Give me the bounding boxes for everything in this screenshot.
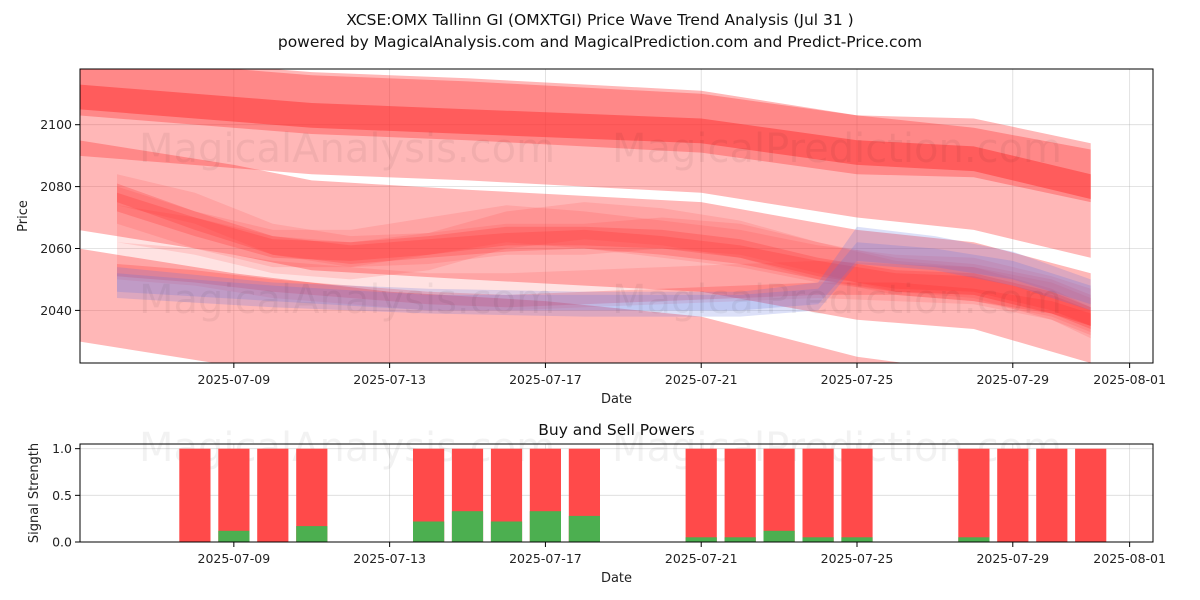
sell-bar	[841, 448, 873, 542]
buy-bar	[724, 537, 756, 542]
signal-y-tick-label: 0.0	[52, 535, 72, 550]
signal-x-axis-label: Date	[601, 571, 632, 586]
sell-bar	[179, 448, 211, 542]
watermark: MagicalPrediction.com	[612, 277, 1062, 323]
sell-bar	[763, 448, 795, 542]
price-x-tick-label: 2025-07-21	[665, 372, 738, 387]
signal-bars	[179, 448, 1107, 542]
watermark: MagicalAnalysis.com	[139, 277, 555, 323]
price-band-11	[117, 264, 1091, 326]
sell-bar	[997, 448, 1029, 542]
price-band-13	[117, 242, 1091, 311]
price-y-tick-label: 2040	[40, 303, 72, 318]
signal-x-tick-label: 2025-07-09	[198, 551, 271, 566]
signal-y-tick-label: 1.0	[52, 441, 72, 456]
buy-bar	[218, 530, 250, 542]
main-title: XCSE:OMX Tallinn GI (OMXTGI) Price Wave …	[346, 11, 853, 29]
buy-bar	[763, 530, 795, 542]
price-band-6	[117, 202, 1091, 333]
price-axes-frame	[79, 68, 1154, 364]
sell-bar	[802, 448, 834, 542]
buy-bar	[296, 526, 328, 542]
price-x-axis-label: Date	[601, 392, 632, 407]
signal-x-tick-label: 2025-07-25	[821, 551, 894, 566]
buy-bar	[529, 511, 561, 542]
sell-bar	[257, 448, 289, 542]
price-x-tick-label: 2025-07-29	[976, 372, 1049, 387]
price-y-axis-label: Price	[16, 200, 31, 232]
price-x-tick-label: 2025-07-25	[821, 372, 894, 387]
price-x-tick-label: 2025-07-17	[509, 372, 582, 387]
price-bands	[80, 69, 1091, 363]
sell-bar	[724, 448, 756, 542]
sell-bar	[958, 448, 990, 542]
subtitle: powered by MagicalAnalysis.com and Magic…	[278, 33, 922, 51]
buy-bar	[451, 511, 484, 542]
price-x-tick-label: 2025-07-13	[353, 372, 426, 387]
buy-bar	[490, 521, 523, 542]
watermark: MagicalPrediction.com	[612, 126, 1062, 172]
signal-y-axis-label: Signal Strength	[27, 443, 42, 543]
signal-ticks: 2025-07-09 2025-07-13 2025-07-17 2025-07-21…	[52, 441, 1166, 566]
sell-bar	[685, 448, 717, 542]
price-ticks: 2025-07-09 2025-07-13 2025-07-17 2025-07-21…	[40, 117, 1166, 387]
price-y-tick-label: 2080	[40, 179, 72, 194]
sell-bar	[1075, 448, 1107, 542]
price-x-tick-label: 2025-08-01	[1093, 372, 1166, 387]
signal-x-tick-label: 2025-07-21	[665, 551, 738, 566]
price-band-8	[117, 242, 1091, 336]
buy-bar	[958, 537, 990, 542]
price-band-7	[117, 186, 1091, 326]
price-watermarks: MagicalAnalysis.com MagicalPrediction.com…	[139, 126, 1062, 323]
price-band-12	[117, 226, 1091, 317]
price-band-4	[80, 84, 1091, 199]
price-y-tick-label: 2100	[40, 117, 72, 132]
buy-bar	[413, 521, 445, 542]
sell-bar	[1036, 448, 1068, 542]
signal-x-tick-label: 2025-07-17	[509, 551, 582, 566]
watermark: MagicalAnalysis.com	[139, 126, 555, 172]
price-band-3	[80, 248, 904, 363]
signal-chart-title: Buy and Sell Powers	[538, 421, 695, 439]
buy-bar	[568, 515, 600, 542]
price-y-tick-label: 2060	[40, 241, 72, 256]
signal-x-tick-label: 2025-08-01	[1093, 551, 1166, 566]
signal-axes-frame	[79, 443, 1154, 543]
sell-bar	[218, 448, 250, 542]
buy-bar	[685, 537, 717, 542]
signal-x-tick-label: 2025-07-13	[353, 551, 426, 566]
price-band-5	[117, 174, 1091, 339]
signal-y-tick-label: 0.5	[52, 488, 72, 503]
price-band-2	[80, 140, 1091, 363]
buy-bar	[802, 537, 834, 542]
price-band-10	[117, 183, 1091, 329]
signal-x-tick-label: 2025-07-29	[976, 551, 1049, 566]
price-x-tick-label: 2025-07-09	[198, 372, 271, 387]
buy-bar	[841, 537, 873, 542]
